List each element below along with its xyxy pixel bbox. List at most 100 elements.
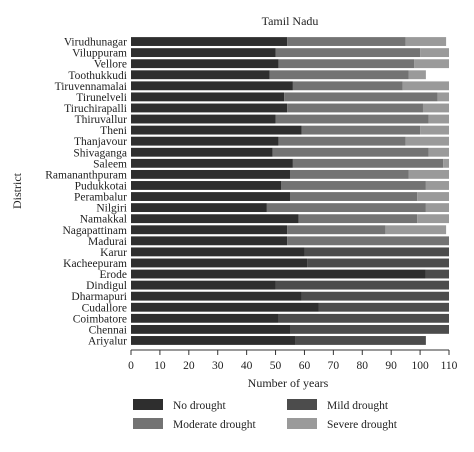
y-tick-label: Pudukkotai	[75, 180, 127, 192]
bar-segment-0-20	[131, 258, 308, 268]
bar-segment-1-23	[301, 291, 449, 301]
bar-segment-1-25	[278, 313, 449, 323]
bar-segment-0-9	[131, 136, 279, 146]
legend-swatch	[133, 418, 163, 429]
bar-segment-0-7	[131, 114, 276, 124]
bar-segment-0-12	[131, 169, 290, 179]
bar-segment-2-4	[292, 81, 403, 91]
y-tick-label: Nagapattinam	[62, 225, 127, 237]
bar-segment-3-15	[425, 203, 449, 213]
x-tick-label: 0	[128, 360, 134, 372]
x-tick-label: 30	[212, 360, 224, 372]
y-tick-label: Nilgiri	[96, 203, 127, 215]
y-tick-label: Dindigul	[86, 280, 127, 292]
bar-segment-3-4	[402, 81, 449, 91]
y-tick-label: Erode	[100, 269, 127, 281]
bar-segment-3-17	[385, 225, 447, 235]
bar-segment-0-18	[131, 236, 288, 246]
bar-segment-2-11	[292, 158, 444, 168]
bar-segment-0-26	[131, 324, 290, 334]
x-axis-label: Number of years	[248, 376, 329, 390]
y-tick-label: Thanjavour	[74, 136, 127, 148]
bar-segment-0-14	[131, 192, 290, 201]
x-tick-label: 20	[183, 360, 195, 372]
bar-segment-3-3	[408, 70, 426, 80]
bar-segment-0-1	[131, 48, 276, 58]
x-tick-label: 80	[357, 360, 369, 372]
bar-segment-0-13	[131, 181, 282, 190]
y-tick-label: Tirunelveli	[76, 92, 127, 104]
bar-segment-3-16	[417, 214, 449, 224]
legend: No drought Mild drought Moderate drought Se…	[133, 399, 398, 431]
y-tick-label: Namakkal	[80, 214, 127, 226]
x-tick-label: 60	[299, 360, 311, 372]
legend-label: Moderate drought	[173, 419, 257, 431]
y-tick-label: Chennai	[89, 324, 127, 336]
y-tick-label: Tiruvennamalai	[55, 81, 127, 93]
bar-segment-2-15	[266, 203, 426, 213]
y-tick-label: Theni	[100, 125, 127, 137]
y-tick-label: Vellore	[94, 59, 127, 71]
x-tick-label: 100	[411, 360, 429, 372]
bar-segment-2-16	[298, 214, 418, 224]
bar-segment-2-3	[269, 70, 409, 80]
x-axis: 0 10 20 30 40 50 60 70 80 90 100 110	[128, 349, 458, 372]
bar-segment-2-6	[287, 103, 423, 113]
y-tick-label: Thiruvallur	[75, 114, 128, 126]
bar-segment-0-17	[131, 225, 288, 235]
bar-segment-0-22	[131, 280, 276, 290]
legend-swatch	[287, 418, 317, 429]
bar-segment-1-20	[307, 258, 449, 268]
x-tick-label: 50	[270, 360, 282, 372]
bar-segment-3-11	[443, 158, 449, 168]
bar-segment-2-9	[278, 136, 406, 146]
bar-segment-2-8	[301, 125, 421, 135]
y-tick-label: Toothukkudi	[68, 70, 127, 82]
bar-segment-0-16	[131, 214, 299, 224]
bar-segment-1-27	[295, 336, 426, 345]
bar-segment-0-25	[131, 313, 279, 323]
legend-label: No drought	[173, 400, 227, 412]
bar-segment-3-10	[428, 147, 449, 157]
y-tick-label: Dharmapuri	[71, 291, 127, 303]
bar-segment-3-5	[437, 92, 449, 102]
bar-segment-2-5	[284, 92, 438, 102]
y-tick-label: Tiruchirapalli	[64, 103, 127, 115]
bar-segment-0-10	[131, 147, 273, 157]
bar-segment-2-17	[287, 225, 386, 235]
y-tick-label: Perambalur	[74, 192, 127, 204]
bar-segment-0-0	[131, 37, 288, 46]
bar-segment-1-21	[425, 269, 449, 279]
bar-segment-3-6	[422, 103, 449, 113]
y-tick-label: Cudallore	[82, 302, 127, 314]
x-tick-label: 110	[441, 360, 458, 372]
y-tick-label: Saleem	[93, 158, 127, 170]
bar-segment-0-19	[131, 247, 305, 257]
bar-segment-3-2	[414, 59, 449, 69]
bar-segment-3-12	[408, 169, 449, 179]
bar-segment-2-10	[272, 147, 429, 157]
legend-label: Mild drought	[327, 400, 389, 412]
bar-segment-3-9	[405, 136, 449, 146]
y-axis-label: District	[10, 172, 24, 209]
bar-segment-2-14	[290, 192, 418, 201]
bar-segment-3-7	[428, 114, 449, 124]
x-tick-label: 40	[241, 360, 253, 372]
bars-group	[131, 37, 449, 345]
bar-segment-2-1	[275, 48, 421, 58]
y-tick-label: Shivaganga	[73, 147, 127, 159]
bar-segment-2-7	[275, 114, 429, 124]
bar-segment-1-22	[275, 280, 449, 290]
y-tick-label: Madurai	[88, 236, 127, 248]
y-tick-label: Ramananthpuram	[45, 169, 127, 181]
bar-segment-0-27	[131, 336, 296, 345]
bar-segment-0-3	[131, 70, 270, 80]
bar-segment-3-14	[417, 192, 449, 201]
bar-segment-2-12	[290, 169, 409, 179]
y-tick-label: Viluppuram	[72, 48, 127, 60]
bar-segment-2-2	[278, 59, 415, 69]
chart-title: Tamil Nadu	[262, 14, 319, 28]
bar-segment-0-21	[131, 269, 426, 279]
bar-segment-0-8	[131, 125, 302, 135]
